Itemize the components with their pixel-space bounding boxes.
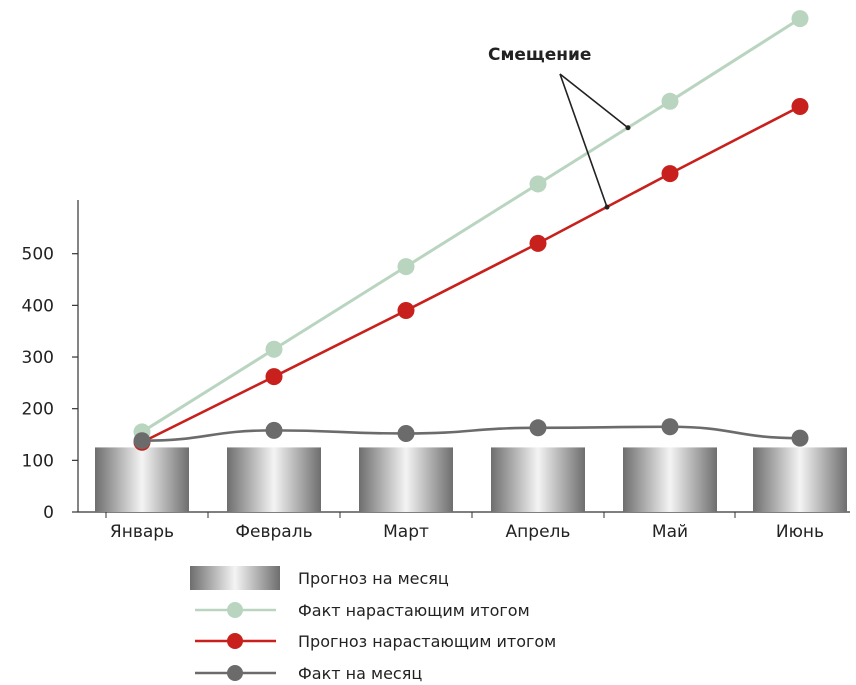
- legend-label: Прогноз на месяц: [298, 569, 449, 588]
- annotation-pointer: [559, 73, 608, 208]
- x-tick-label: Март: [383, 522, 429, 542]
- bar: [359, 447, 453, 512]
- bar: [227, 447, 321, 512]
- legend-label: Прогноз нарастающим итогом: [298, 632, 556, 651]
- data-point: [529, 419, 547, 437]
- y-tick-label: 200: [22, 400, 54, 420]
- series-lines: [133, 10, 809, 451]
- annotation-pointer-dot: [625, 125, 631, 131]
- legend-swatch: [190, 566, 280, 590]
- legend-swatch-marker: [227, 665, 243, 681]
- legend-swatch-marker: [227, 602, 243, 618]
- annotation-pointer-dot: [604, 204, 610, 210]
- data-point: [265, 340, 283, 358]
- x-tick-label: Апрель: [506, 522, 571, 542]
- data-point: [133, 432, 151, 450]
- annotation: Смещение: [488, 45, 631, 210]
- data-point: [791, 10, 809, 28]
- data-point: [265, 368, 283, 386]
- x-tick-label: Январь: [110, 522, 174, 542]
- series-line: [141, 425, 801, 443]
- axes: [72, 200, 850, 518]
- y-tick-label: 300: [22, 348, 54, 368]
- data-point: [791, 429, 809, 447]
- bar: [491, 447, 585, 512]
- series-line: [141, 105, 801, 444]
- y-tick-label: 0: [43, 503, 54, 523]
- y-tick-label: 500: [22, 245, 54, 265]
- data-point: [791, 97, 809, 115]
- annotation-label: Смещение: [488, 45, 591, 65]
- bar: [95, 447, 189, 512]
- data-point: [529, 234, 547, 252]
- data-point: [661, 165, 679, 183]
- data-point: [397, 258, 415, 276]
- legend-swatch-marker: [227, 633, 243, 649]
- data-point: [661, 418, 679, 436]
- annotation-pointer: [559, 73, 629, 129]
- tick-labels: 0 100 200 300 400 500 Январь Февраль Март Апрель М…: [22, 245, 825, 542]
- y-tick-label: 400: [22, 296, 54, 316]
- series-line: [141, 17, 801, 434]
- data-point: [397, 424, 415, 442]
- legend-label: Факт нарастающим итогом: [298, 601, 530, 620]
- bars: [95, 447, 847, 512]
- x-tick-label: Май: [652, 522, 688, 542]
- legend-label: Факт на месяц: [298, 664, 422, 683]
- data-point: [397, 302, 415, 320]
- bar: [753, 447, 847, 512]
- data-point: [265, 421, 283, 439]
- bar: [623, 447, 717, 512]
- legend: Прогноз на месяц Факт нарастающим итогом П…: [190, 566, 556, 683]
- y-tick-label: 100: [22, 451, 54, 471]
- data-point: [529, 175, 547, 193]
- x-tick-label: Февраль: [235, 522, 312, 542]
- data-point: [661, 92, 679, 110]
- x-tick-label: Июнь: [776, 522, 824, 542]
